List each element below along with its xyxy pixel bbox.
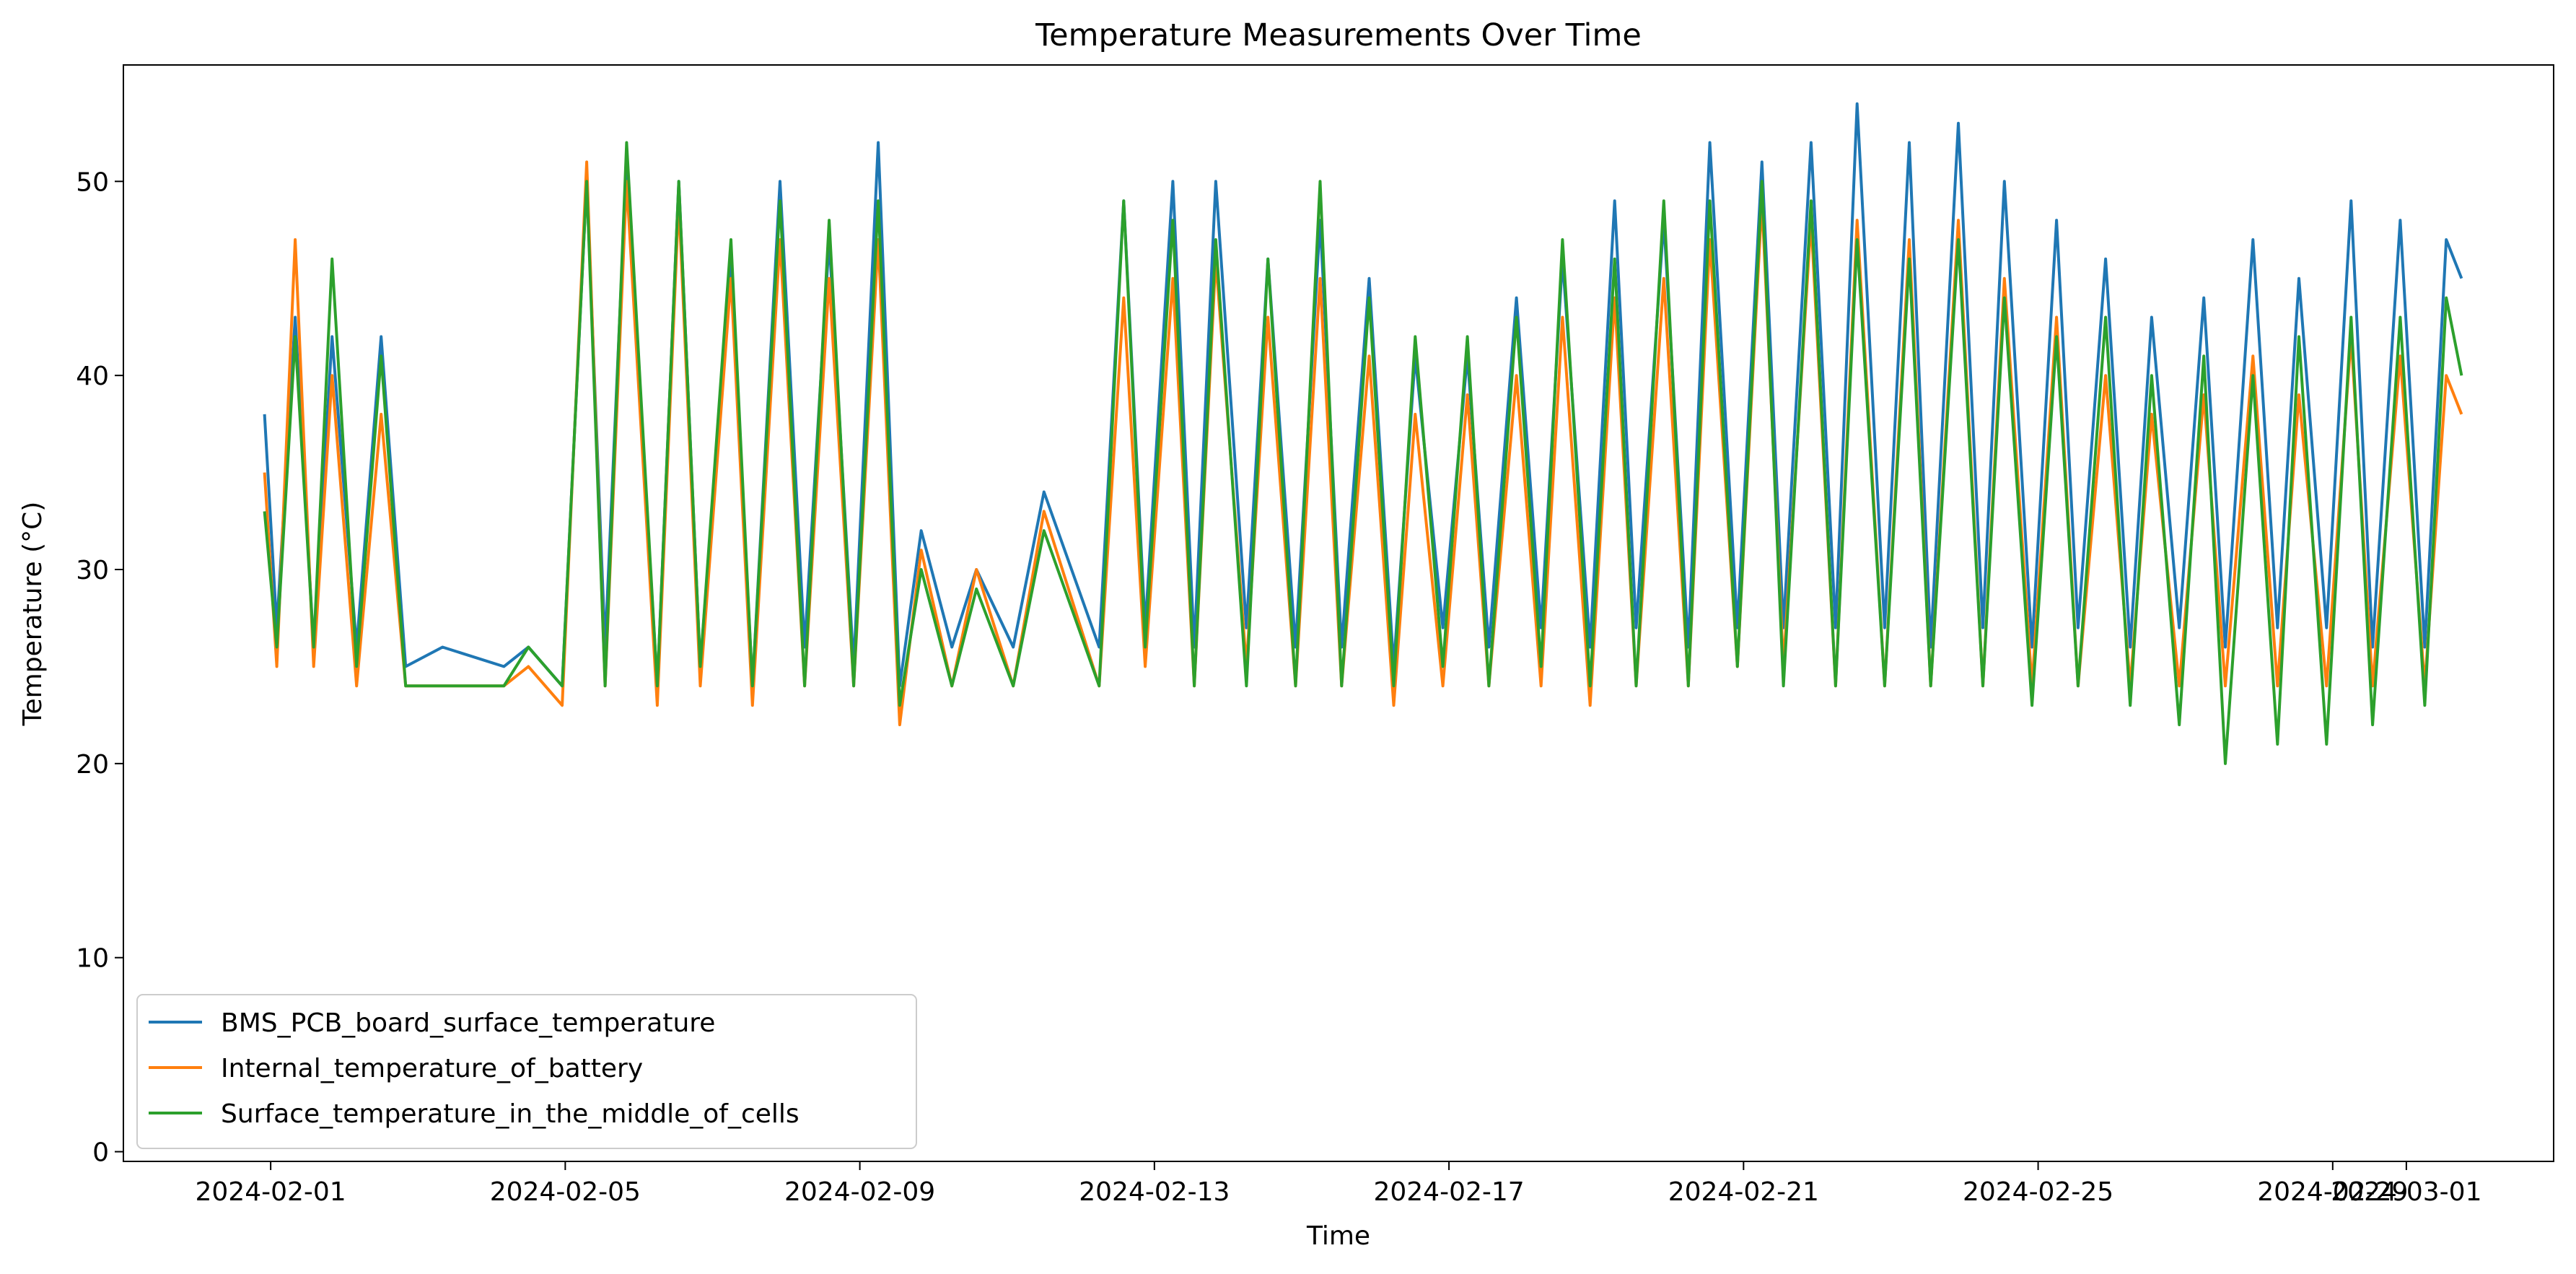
y-tick-label: 30 [76, 556, 109, 585]
x-tick-label: 2024-02-05 [490, 1177, 641, 1207]
series-layer [263, 102, 2463, 765]
y-axis: 0 10 20 30 40 50 [76, 167, 123, 1168]
legend: BMS_PCB_board_surface_temperature Interna… [136, 994, 917, 1149]
legend-box [136, 994, 917, 1149]
plot-frame [123, 64, 2554, 1162]
x-tick-label: 2024-02-17 [1373, 1177, 1524, 1207]
legend-label: Surface_temperature_in_the_middle_of_cel… [221, 1099, 799, 1129]
plot-area [123, 64, 2554, 1162]
series-line-3 [263, 141, 2463, 765]
x-axis-title: Time [1306, 1221, 1370, 1251]
x-tick-label: 2024-02-09 [784, 1177, 935, 1207]
y-tick-label: 40 [76, 362, 109, 391]
y-axis-title: Temperature (°C) [18, 502, 48, 727]
x-tick-label: 2024-02-25 [1963, 1177, 2113, 1207]
y-tick-label: 20 [76, 750, 109, 780]
x-tick-label: 2024-02-29 [2257, 1177, 2408, 1207]
x-tick-label: 2024-02-01 [196, 1177, 346, 1207]
y-tick-label: 50 [76, 167, 109, 197]
y-tick-label: 0 [92, 1138, 109, 1168]
chart-title: Temperature Measurements Over Time [1035, 17, 1642, 53]
x-tick-label: 2024-03-01 [2331, 1177, 2481, 1207]
x-tick-label: 2024-02-21 [1668, 1177, 1819, 1207]
legend-label: Internal_temperature_of_battery [221, 1054, 643, 1083]
y-tick-label: 10 [76, 944, 109, 974]
legend-label: BMS_PCB_board_surface_temperature [221, 1008, 715, 1038]
x-axis: 2024-02-01 2024-02-05 2024-02-09 2024-02-13… [196, 1161, 2481, 1207]
x-tick-label: 2024-02-13 [1079, 1177, 1230, 1207]
